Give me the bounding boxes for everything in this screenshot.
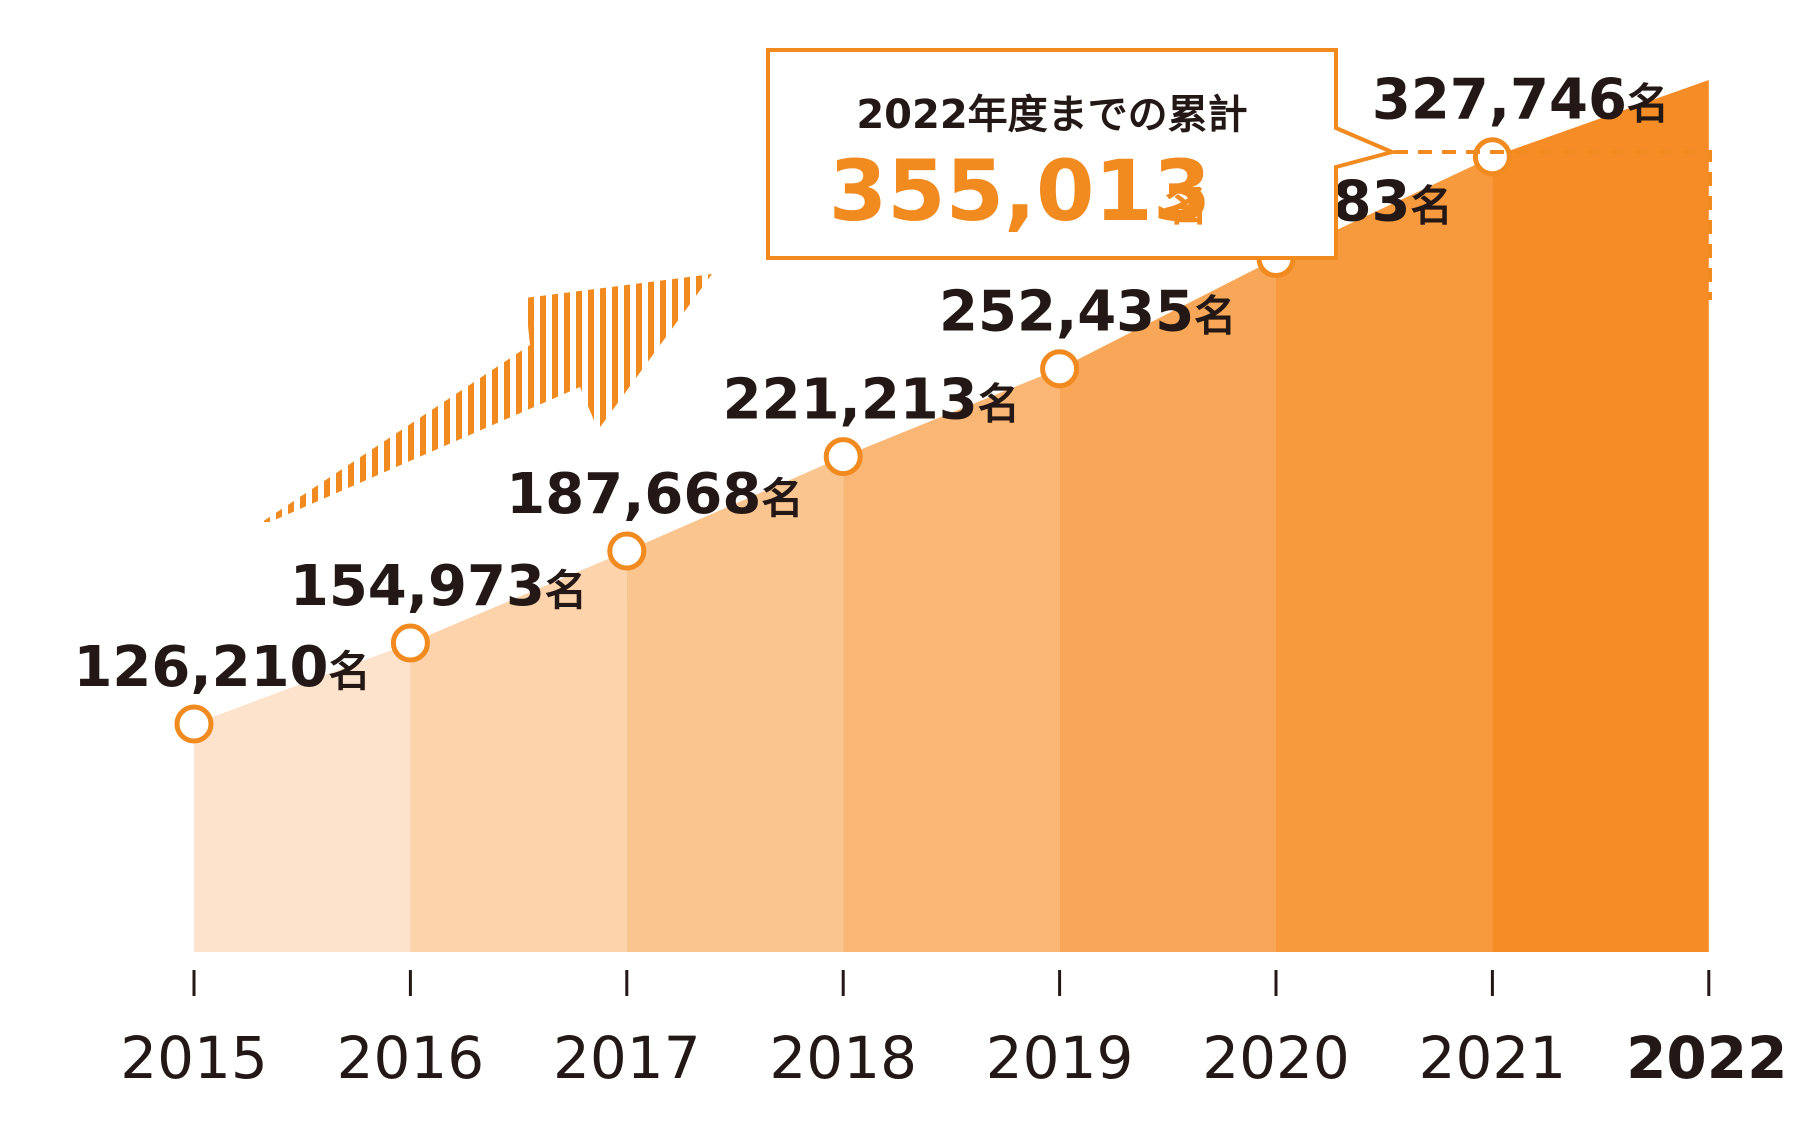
data-point-marker (823, 437, 863, 477)
data-point-marker (1040, 349, 1080, 389)
data-point-marker (1472, 137, 1512, 177)
data-label-unit: 名 (329, 647, 371, 696)
data-point-marker (174, 704, 214, 744)
data-label-unit: 名 (978, 380, 1020, 429)
x-tick-label: 2020 (1202, 1024, 1350, 1092)
area-segment (1059, 258, 1276, 952)
data-label: 187,668名 (506, 462, 803, 527)
data-label: 126,210名 (73, 635, 370, 700)
x-tick-label: 2022 (1626, 1024, 1787, 1092)
area-segment (194, 643, 411, 952)
x-tick-label: 2017 (553, 1024, 701, 1092)
data-point-marker (390, 623, 430, 663)
x-tick-label: 2016 (337, 1024, 485, 1092)
callout-title: 2022年度までの累計 (856, 92, 1247, 138)
x-tick-label: 2019 (986, 1024, 1134, 1092)
data-label: 154,973名 (290, 554, 587, 619)
data-label-unit: 名 (1411, 182, 1453, 231)
area-segment (1276, 156, 1493, 953)
data-label-unit: 名 (1194, 292, 1236, 341)
trend-arrow-icon (262, 274, 712, 522)
callout-unit: 名 (1164, 180, 1208, 231)
area-segment (626, 456, 844, 952)
callout: 2022年度までの累計 355,013 名 (766, 48, 1712, 300)
x-tick-label: 2021 (1419, 1024, 1567, 1092)
area-segment (843, 368, 1060, 952)
data-label: 252,435名 (939, 280, 1236, 345)
data-label-unit: 名 (1627, 80, 1669, 129)
callout-box (766, 48, 1399, 260)
callout-leader-line (1394, 150, 1712, 300)
area-segment (1492, 80, 1709, 952)
area-segment (410, 551, 627, 952)
data-point-marker (607, 531, 647, 571)
data-label-unit: 名 (545, 566, 587, 615)
x-tick-label: 2018 (769, 1024, 917, 1092)
data-label-unit: 名 (761, 474, 803, 523)
x-tick-label: 2015 (120, 1024, 268, 1092)
data-label: 327,746名 (1372, 68, 1669, 133)
callout-value: 355,013 (829, 142, 1212, 240)
data-label: 221,213名 (723, 368, 1020, 433)
